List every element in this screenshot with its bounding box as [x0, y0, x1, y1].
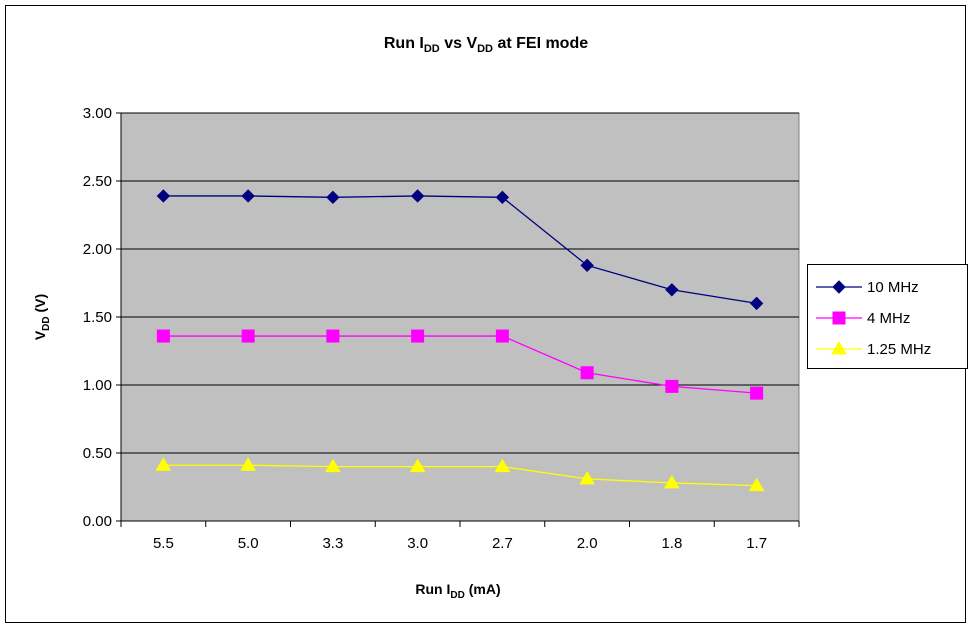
x-tick-label: 3.0	[407, 535, 428, 552]
y-tick-label: 1.00	[83, 377, 112, 394]
data-point	[411, 329, 425, 343]
legend: 10 MHz 4 MHz 1.25 MHz	[807, 264, 968, 369]
gridlines	[121, 112, 799, 454]
data-point	[665, 283, 679, 297]
data-point	[240, 457, 256, 471]
data-point	[325, 458, 341, 473]
series-line	[163, 195, 757, 305]
data-point	[580, 366, 594, 380]
series-layer	[155, 189, 765, 492]
y-axis-label: VDD (V)	[32, 294, 52, 340]
x-axis-label: Run IDD (mA)	[415, 581, 500, 601]
data-point	[155, 457, 172, 471]
y-tick-label: 0.50	[83, 445, 112, 462]
data-point	[579, 470, 595, 485]
x-tick-label: 5.0	[238, 535, 259, 552]
data-point	[241, 329, 255, 343]
x-tick-label: 2.0	[577, 535, 598, 552]
data-point	[748, 477, 765, 492]
data-point	[495, 329, 509, 343]
legend-marker	[832, 280, 846, 294]
data-point	[241, 189, 255, 203]
series-10-mhz	[156, 189, 764, 311]
data-point	[749, 296, 764, 311]
legend-marker	[832, 311, 846, 325]
legend-items: 10 MHz 4 MHz 1.25 MHz	[816, 279, 931, 358]
chart-title: Run IDD vs VDD at FEI mode	[384, 35, 588, 55]
legend-label: 10 MHz	[867, 279, 919, 296]
x-tick-label: 1.7	[746, 535, 767, 552]
data-point	[410, 189, 425, 203]
legend-label: 1.25 MHz	[867, 341, 931, 358]
y-tick-label: 0.00	[83, 513, 112, 530]
y-tick-label: 3.00	[83, 105, 112, 122]
y-tick-label: 2.00	[83, 241, 112, 258]
legend-marker	[831, 341, 847, 355]
x-tick-label: 3.3	[322, 535, 343, 552]
x-tick-label: 5.5	[153, 535, 174, 552]
y-axis: 0.00 0.50 1.00 1.50 2.00 2.50 3.00	[83, 105, 122, 530]
series-line	[163, 464, 757, 487]
data-point	[156, 329, 170, 343]
data-point	[495, 190, 510, 205]
series-1-25-mhz	[155, 457, 765, 492]
y-tick-label: 2.50	[83, 173, 112, 190]
y-tick-label: 1.50	[83, 309, 112, 326]
x-tick-label: 2.7	[492, 535, 513, 552]
legend-label: 4 MHz	[867, 310, 910, 327]
data-point	[665, 379, 679, 393]
data-point	[494, 458, 511, 473]
x-tick-label: 1.8	[661, 535, 682, 552]
data-point	[750, 386, 764, 400]
data-point	[409, 458, 426, 473]
series-line	[163, 335, 757, 394]
data-point	[580, 258, 594, 273]
data-point	[156, 189, 171, 203]
data-point	[326, 190, 340, 205]
data-point	[664, 474, 680, 489]
data-point	[326, 329, 340, 343]
x-axis: 5.5 5.0 3.3 3.0 2.7 2.0 1.8 1.7	[120, 520, 800, 552]
series-4-mhz	[156, 329, 764, 400]
